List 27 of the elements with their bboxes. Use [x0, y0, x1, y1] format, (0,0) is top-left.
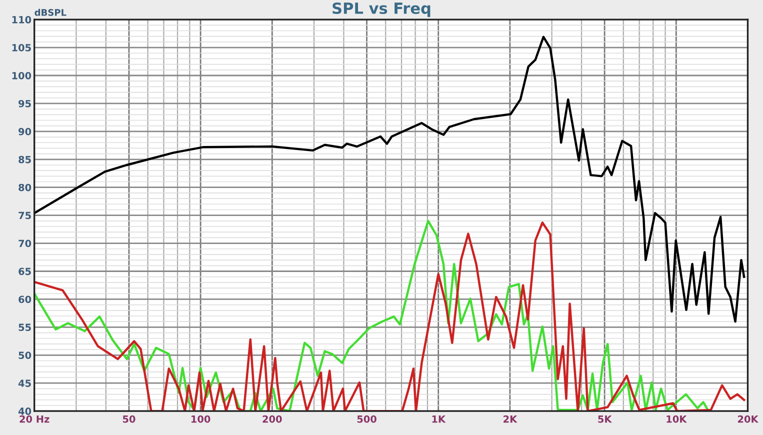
y-tick-label: 45	[18, 380, 31, 387]
x-tick-label: 1K	[432, 416, 446, 423]
x-tick-label: 200	[262, 415, 282, 423]
x-tick-label: 100	[192, 415, 210, 423]
x-tick-label: 20 Hz	[20, 415, 50, 423]
y-tick-label: 70	[18, 240, 32, 248]
chart-title: SPL vs Freq	[332, 2, 430, 17]
y-tick-label: 85	[18, 156, 31, 164]
y-tick-label: 65	[18, 268, 31, 276]
x-tick-label: 5K	[598, 416, 612, 423]
y-tick-label: 50	[18, 352, 32, 359]
y-tick-label: 75	[18, 212, 31, 220]
y-tick-label: 110	[12, 16, 32, 24]
x-tick-label: 2K	[504, 415, 518, 423]
y-tick-label: 40	[18, 408, 32, 415]
y-axis-title: dBSPL	[34, 8, 66, 16]
y-tick-label: 80	[18, 184, 32, 192]
y-tick-label: 90	[18, 128, 32, 136]
x-tick-label: 10K	[666, 415, 687, 423]
y-tick-label: 100	[12, 72, 32, 80]
x-tick-label: 50	[122, 415, 136, 423]
x-tick-label: 500	[357, 415, 376, 423]
y-tick-label: 55	[18, 324, 31, 332]
y-tick-label: 60	[18, 296, 32, 304]
y-tick-label: 105	[12, 44, 31, 52]
x-tick-label: 20K	[738, 415, 759, 423]
y-tick-label: 95	[18, 100, 31, 108]
